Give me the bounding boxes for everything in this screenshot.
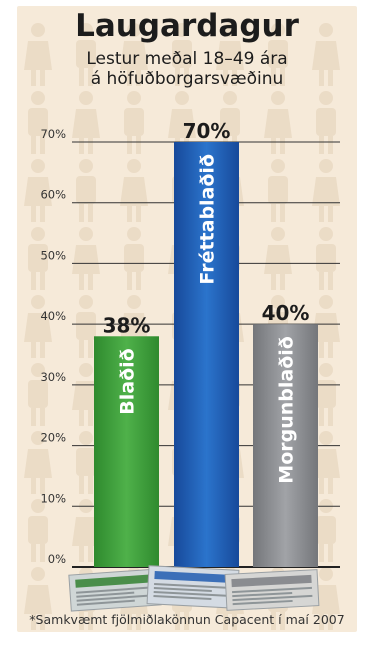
bar-value-label: 70% [183, 119, 231, 143]
y-axis-tick-labels: 0% 10% 20% 30% 40% 50% 60% 70% [40, 127, 66, 566]
person-silhouette-icon [312, 431, 340, 494]
person-silhouette-icon [268, 159, 288, 222]
person-silhouette-icon [24, 159, 52, 222]
person-silhouette-icon [312, 567, 340, 630]
person-silhouette-icon [264, 227, 292, 290]
person-silhouette-icon [24, 23, 52, 86]
bar-category-label: Blaðið [117, 348, 139, 414]
newspaper-photos [68, 565, 320, 612]
chart-subtitle-line-1: Lestur meðal 18–49 ára [86, 49, 288, 69]
person-silhouette-icon [316, 227, 336, 290]
person-silhouette-icon [72, 363, 100, 426]
bar [94, 336, 159, 567]
person-silhouette-icon [316, 363, 336, 426]
y-tick-label: 50% [40, 248, 66, 262]
person-silhouette-icon [264, 91, 292, 154]
person-silhouette-icon [24, 567, 52, 630]
person-silhouette-icon [28, 363, 48, 426]
chart-title: Laugardagur [75, 8, 299, 44]
person-silhouette-icon [72, 91, 100, 154]
bar-category-label: Fréttablaðið [197, 154, 219, 285]
person-silhouette-icon [312, 23, 340, 86]
y-tick-label: 30% [40, 370, 66, 384]
person-silhouette-icon [312, 159, 340, 222]
y-tick-label: 10% [40, 491, 66, 505]
person-silhouette-icon [28, 499, 48, 562]
y-tick-label: 60% [40, 188, 66, 202]
newspaper-photo [224, 569, 320, 611]
person-silhouette-icon [28, 227, 48, 290]
person-silhouette-icon [24, 431, 52, 494]
person-silhouette-icon [28, 91, 48, 154]
person-silhouette-icon [268, 23, 288, 86]
person-silhouette-icon [120, 159, 148, 222]
bar-value-label: 38% [103, 313, 151, 337]
newspaper-photo [146, 565, 240, 609]
person-silhouette-icon [172, 23, 192, 86]
person-silhouette-icon [72, 499, 100, 562]
y-tick-label: 20% [40, 431, 66, 445]
person-silhouette-icon [124, 91, 144, 154]
bar-value-label: 40% [262, 301, 310, 325]
bar [174, 142, 239, 567]
person-silhouette-icon [24, 295, 52, 358]
person-silhouette-icon [312, 295, 340, 358]
person-silhouette-icon [76, 295, 96, 358]
y-tick-label: 0% [48, 552, 66, 566]
person-silhouette-icon [316, 499, 336, 562]
bars: 38% Blaðið 70% Fréttablaðið 40% Morgunblaðið [94, 119, 318, 567]
person-silhouette-icon [216, 23, 244, 86]
y-tick-label: 70% [40, 127, 66, 141]
person-silhouette-icon [76, 431, 96, 494]
y-tick-label: 40% [40, 309, 66, 323]
bar-category-label: Morgunblaðið [276, 336, 298, 484]
person-silhouette-icon [76, 159, 96, 222]
bar [253, 324, 318, 567]
person-silhouette-icon [316, 91, 336, 154]
person-silhouette-icon [124, 227, 144, 290]
chart-subtitle-line-2: á höfuðborgarsvæðinu [90, 69, 284, 89]
person-silhouette-icon [76, 23, 96, 86]
person-silhouette-icon [72, 227, 100, 290]
person-silhouette-icon [120, 23, 148, 86]
newspaper-photo [68, 568, 162, 612]
source-footnote: *Samkvæmt fjölmiðlakönnun Capacent í maí… [29, 612, 345, 627]
